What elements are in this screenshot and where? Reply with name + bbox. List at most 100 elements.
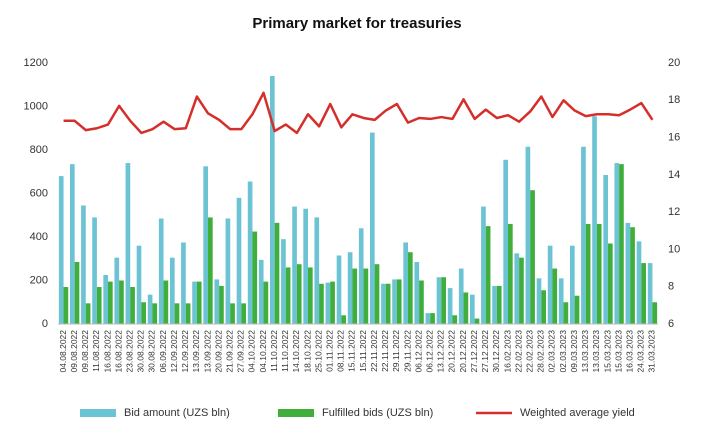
bar	[74, 262, 80, 324]
bar	[585, 223, 591, 324]
y-tick-label: 1000	[24, 100, 48, 112]
bar	[114, 257, 120, 324]
bar	[508, 223, 513, 324]
x-tick-label: 15.03.2023	[613, 330, 623, 373]
bar	[247, 181, 253, 324]
bar	[419, 280, 424, 324]
y2-tick-label: 14	[668, 169, 680, 181]
x-tick-label: 12.09.2022	[169, 330, 179, 373]
bar	[152, 303, 158, 324]
bar	[225, 218, 231, 324]
bar	[281, 239, 286, 324]
bar	[436, 277, 442, 324]
bar	[181, 242, 186, 324]
bar	[141, 302, 146, 324]
bar	[341, 315, 346, 324]
x-tick-label: 29.11.2022	[391, 330, 401, 372]
bar	[470, 294, 475, 324]
bar	[519, 257, 524, 324]
x-tick-label: 30.08.2022	[136, 330, 146, 373]
x-tick-label: 13.12.2022	[436, 330, 446, 373]
chart-title: Primary market for treasuries	[252, 15, 461, 32]
bar	[170, 257, 175, 324]
x-tick-label: 20.09.2022	[213, 330, 223, 373]
bar	[58, 176, 64, 324]
bar	[474, 318, 480, 324]
x-tick-label: 30.12.2022	[491, 330, 501, 373]
bar	[285, 267, 291, 324]
bar	[358, 228, 364, 324]
x-tick-label: 28.02.2023	[536, 330, 546, 373]
x-tick-label: 12.09.2022	[180, 330, 190, 373]
x-tick-label: 11.08.2022	[91, 330, 101, 372]
x-tick-label: 11.10.2022	[280, 330, 290, 372]
bar	[574, 295, 580, 324]
bar	[63, 287, 69, 324]
bar	[208, 217, 213, 324]
y2-tick-label: 20	[668, 57, 680, 69]
line	[63, 91, 654, 135]
bar	[214, 279, 220, 324]
bar	[196, 281, 202, 324]
bar	[330, 281, 335, 324]
bar	[258, 259, 264, 324]
bar	[414, 262, 420, 324]
bar	[485, 226, 491, 324]
bar	[314, 217, 320, 324]
bar	[547, 245, 553, 324]
bar	[119, 280, 124, 324]
bar	[236, 197, 242, 324]
bar	[219, 285, 224, 324]
bar	[370, 132, 375, 324]
x-tick-label: 13.09.2022	[202, 330, 212, 373]
x-tick-label: 04.10.2022	[258, 330, 268, 373]
bar	[274, 222, 280, 324]
x-tick-label: 09.03.2023	[569, 330, 579, 373]
bar	[241, 303, 246, 324]
bar	[70, 164, 75, 324]
x-tick-label: 22.11.2022	[380, 330, 390, 372]
x-tick-label: 29.11.2022	[402, 330, 412, 372]
bar	[630, 227, 635, 324]
x-tick-label: 21.09.2022	[224, 330, 234, 373]
legend-label: Weighted average yield	[520, 407, 635, 419]
y-tick-label: 800	[30, 144, 48, 156]
bar	[85, 303, 91, 324]
bar	[636, 241, 642, 324]
bar	[192, 281, 197, 324]
bar	[292, 206, 297, 324]
x-tick-label: 15.11.2022	[347, 330, 357, 372]
legend-label: Fulfilled bids (UZS bln)	[322, 407, 433, 419]
bar	[130, 287, 135, 324]
bar	[596, 223, 602, 324]
bar	[308, 267, 313, 324]
bar	[430, 313, 435, 324]
x-tick-label: 16.02.2023	[502, 330, 512, 373]
bar	[347, 252, 353, 324]
x-tick-label: 02.03.2023	[547, 330, 557, 373]
x-tick-label: 04.08.2022	[58, 330, 68, 373]
legend-label: Bid amount (UZS bln)	[124, 407, 230, 419]
bar	[336, 255, 342, 324]
y-tick-label: 600	[30, 187, 48, 199]
bar	[203, 166, 208, 324]
x-tick-label: 01.11.2022	[324, 330, 334, 372]
bar	[408, 252, 413, 324]
y-tick-label: 1200	[24, 57, 48, 69]
y-tick-label: 200	[30, 274, 48, 286]
bar	[641, 263, 646, 324]
x-tick-label: 24.03.2023	[636, 330, 646, 373]
bar	[496, 285, 502, 324]
bar	[492, 285, 497, 324]
bar	[603, 175, 608, 324]
x-tick-label: 09.08.2022	[69, 330, 79, 373]
bar	[270, 76, 275, 324]
x-tick-label: 06.12.2022	[424, 330, 434, 373]
bar	[481, 206, 486, 324]
bar	[647, 263, 653, 324]
x-tick-label: 13.03.2023	[580, 330, 590, 373]
bar	[325, 282, 331, 324]
x-tick-label: 20.12.2022	[458, 330, 468, 373]
bar	[614, 163, 620, 324]
bar	[96, 287, 102, 324]
